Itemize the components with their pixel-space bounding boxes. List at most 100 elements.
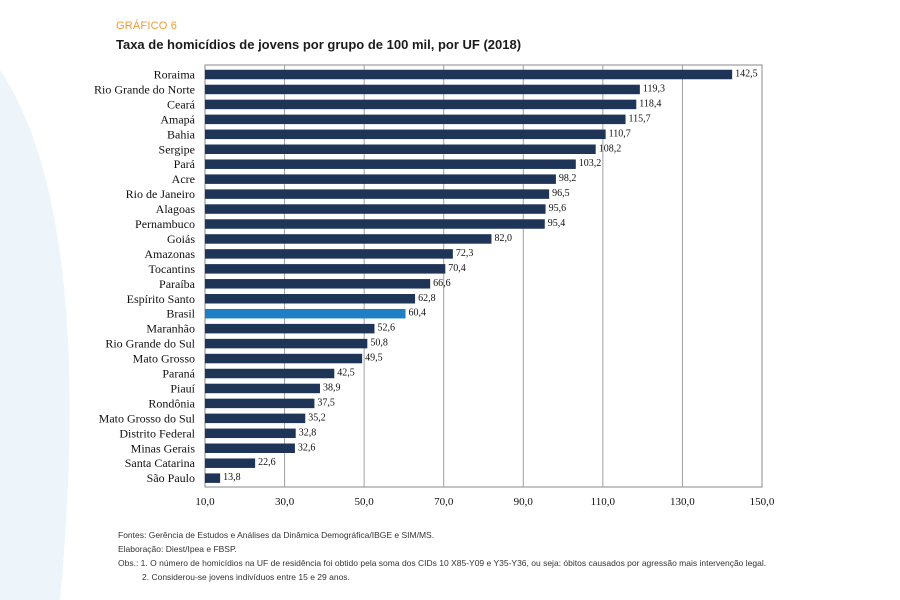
elaboration-note: Elaboração: Diest/Ipea e FBSP.: [118, 544, 237, 554]
category-label: Minas Gerais: [131, 441, 196, 455]
value-label: 95,6: [549, 203, 567, 214]
value-label: 13,8: [223, 472, 241, 483]
observation-note-2: 2. Considerou-se jovens indivíduos entre…: [142, 572, 350, 582]
bar: [205, 249, 453, 259]
value-label: 118,4: [639, 98, 661, 109]
bar: [205, 114, 626, 125]
observation-note-1: Obs.: 1. O número de homicídios na UF de…: [118, 558, 767, 568]
value-label: 37,5: [317, 397, 335, 408]
bar: [205, 174, 556, 184]
bar: [205, 398, 315, 409]
x-tick-label: 30,0: [275, 496, 295, 508]
category-label: Paraná: [162, 367, 195, 381]
bar: [205, 323, 375, 334]
category-label: Piauí: [170, 381, 195, 395]
x-tick-label: 90,0: [514, 496, 534, 508]
x-axis-tick-labels: 10,0 30,0 50,0 70,0 90,0 110,0 130,0 150,0: [195, 496, 775, 508]
value-label: 32,8: [299, 427, 317, 438]
value-label: 52,6: [377, 323, 395, 334]
x-tick-label: 10,0: [195, 496, 215, 508]
category-label: Sergipe: [159, 142, 195, 156]
value-label: 60,4: [409, 308, 427, 319]
bar-layer: [205, 69, 733, 483]
category-label: Amapá: [160, 112, 195, 126]
category-label: Pará: [174, 157, 196, 171]
bar: [205, 413, 306, 424]
value-label: 42,5: [337, 368, 355, 379]
bar: [205, 428, 296, 439]
bar: [205, 69, 733, 80]
category-label: Ceará: [167, 97, 196, 111]
bar: [205, 473, 221, 483]
bar-highlight: [205, 308, 406, 319]
value-label: 32,6: [298, 442, 316, 453]
value-label: 96,5: [552, 188, 570, 199]
category-label: Distrito Federal: [119, 426, 195, 440]
value-label: 142,5: [735, 69, 758, 80]
bar: [205, 264, 446, 274]
chart-kicker: GRÁFICO 6: [116, 20, 178, 32]
category-label: Rio de Janeiro: [126, 187, 195, 201]
bar: [205, 99, 637, 110]
category-label: Rio Grande do Norte: [94, 82, 195, 96]
bar: [205, 443, 295, 453]
value-label: 98,2: [559, 173, 577, 184]
value-label: 62,8: [418, 293, 436, 304]
value-label: 35,2: [308, 412, 326, 423]
bar: [205, 219, 545, 229]
bar: [205, 159, 576, 169]
value-label: 119,3: [643, 83, 665, 94]
value-label: 22,6: [258, 457, 276, 468]
category-label: Bahia: [167, 127, 196, 141]
x-tick-label: 50,0: [355, 496, 375, 508]
category-label: Rondônia: [148, 396, 195, 410]
x-tick-label: 150,0: [750, 496, 775, 508]
bar: [205, 204, 546, 214]
bar: [205, 234, 492, 244]
category-label: Roraima: [154, 68, 196, 82]
category-label: São Paulo: [147, 471, 195, 485]
value-label: 72,3: [456, 248, 474, 259]
value-label: 110,7: [609, 128, 631, 139]
category-label: Acre: [172, 172, 195, 186]
bar: [205, 189, 550, 199]
grid-layer: [204, 64, 763, 488]
bar: [205, 383, 320, 394]
value-label: 108,2: [599, 143, 622, 154]
value-label: 50,8: [370, 338, 388, 349]
x-tick-label: 70,0: [434, 496, 454, 508]
value-label: 95,4: [548, 218, 566, 229]
value-labels: 142,5 119,3 118,4 115,7 110,7 108,2 103,298,2 9…: [223, 69, 758, 484]
chart-notes: Fontes: Gerência de Estudos e Análises d…: [118, 528, 766, 584]
bar: [205, 338, 368, 349]
value-label: 115,7: [629, 113, 651, 124]
category-label: Maranhão: [146, 322, 195, 336]
bar: [205, 144, 596, 154]
value-label: 82,0: [494, 233, 512, 244]
category-label: Goiás: [167, 232, 195, 246]
category-label: Tocantins: [149, 262, 196, 276]
bar: [205, 84, 640, 95]
bar: [205, 279, 431, 289]
category-label: Mato Grosso do Sul: [99, 411, 196, 425]
bar: [205, 353, 363, 364]
category-label: Rio Grande do Sul: [105, 337, 195, 351]
value-label: 49,5: [365, 353, 383, 364]
category-label: Brasil: [166, 307, 195, 321]
category-label: Alagoas: [156, 202, 196, 216]
category-label: Mato Grosso: [133, 352, 195, 366]
x-tick-label: 110,0: [591, 496, 616, 508]
chart-title: Taxa de homicídios de jovens por grupo d…: [116, 37, 522, 52]
category-label: Amazonas: [144, 247, 195, 261]
value-label: 70,4: [448, 263, 466, 274]
value-label: 103,2: [579, 158, 602, 169]
bar: [205, 294, 416, 304]
sources-note: Fontes: Gerência de Estudos e Análises d…: [118, 530, 435, 540]
plot-frame: [204, 64, 763, 488]
bar: [205, 368, 335, 379]
category-label: Paraíba: [159, 277, 196, 291]
